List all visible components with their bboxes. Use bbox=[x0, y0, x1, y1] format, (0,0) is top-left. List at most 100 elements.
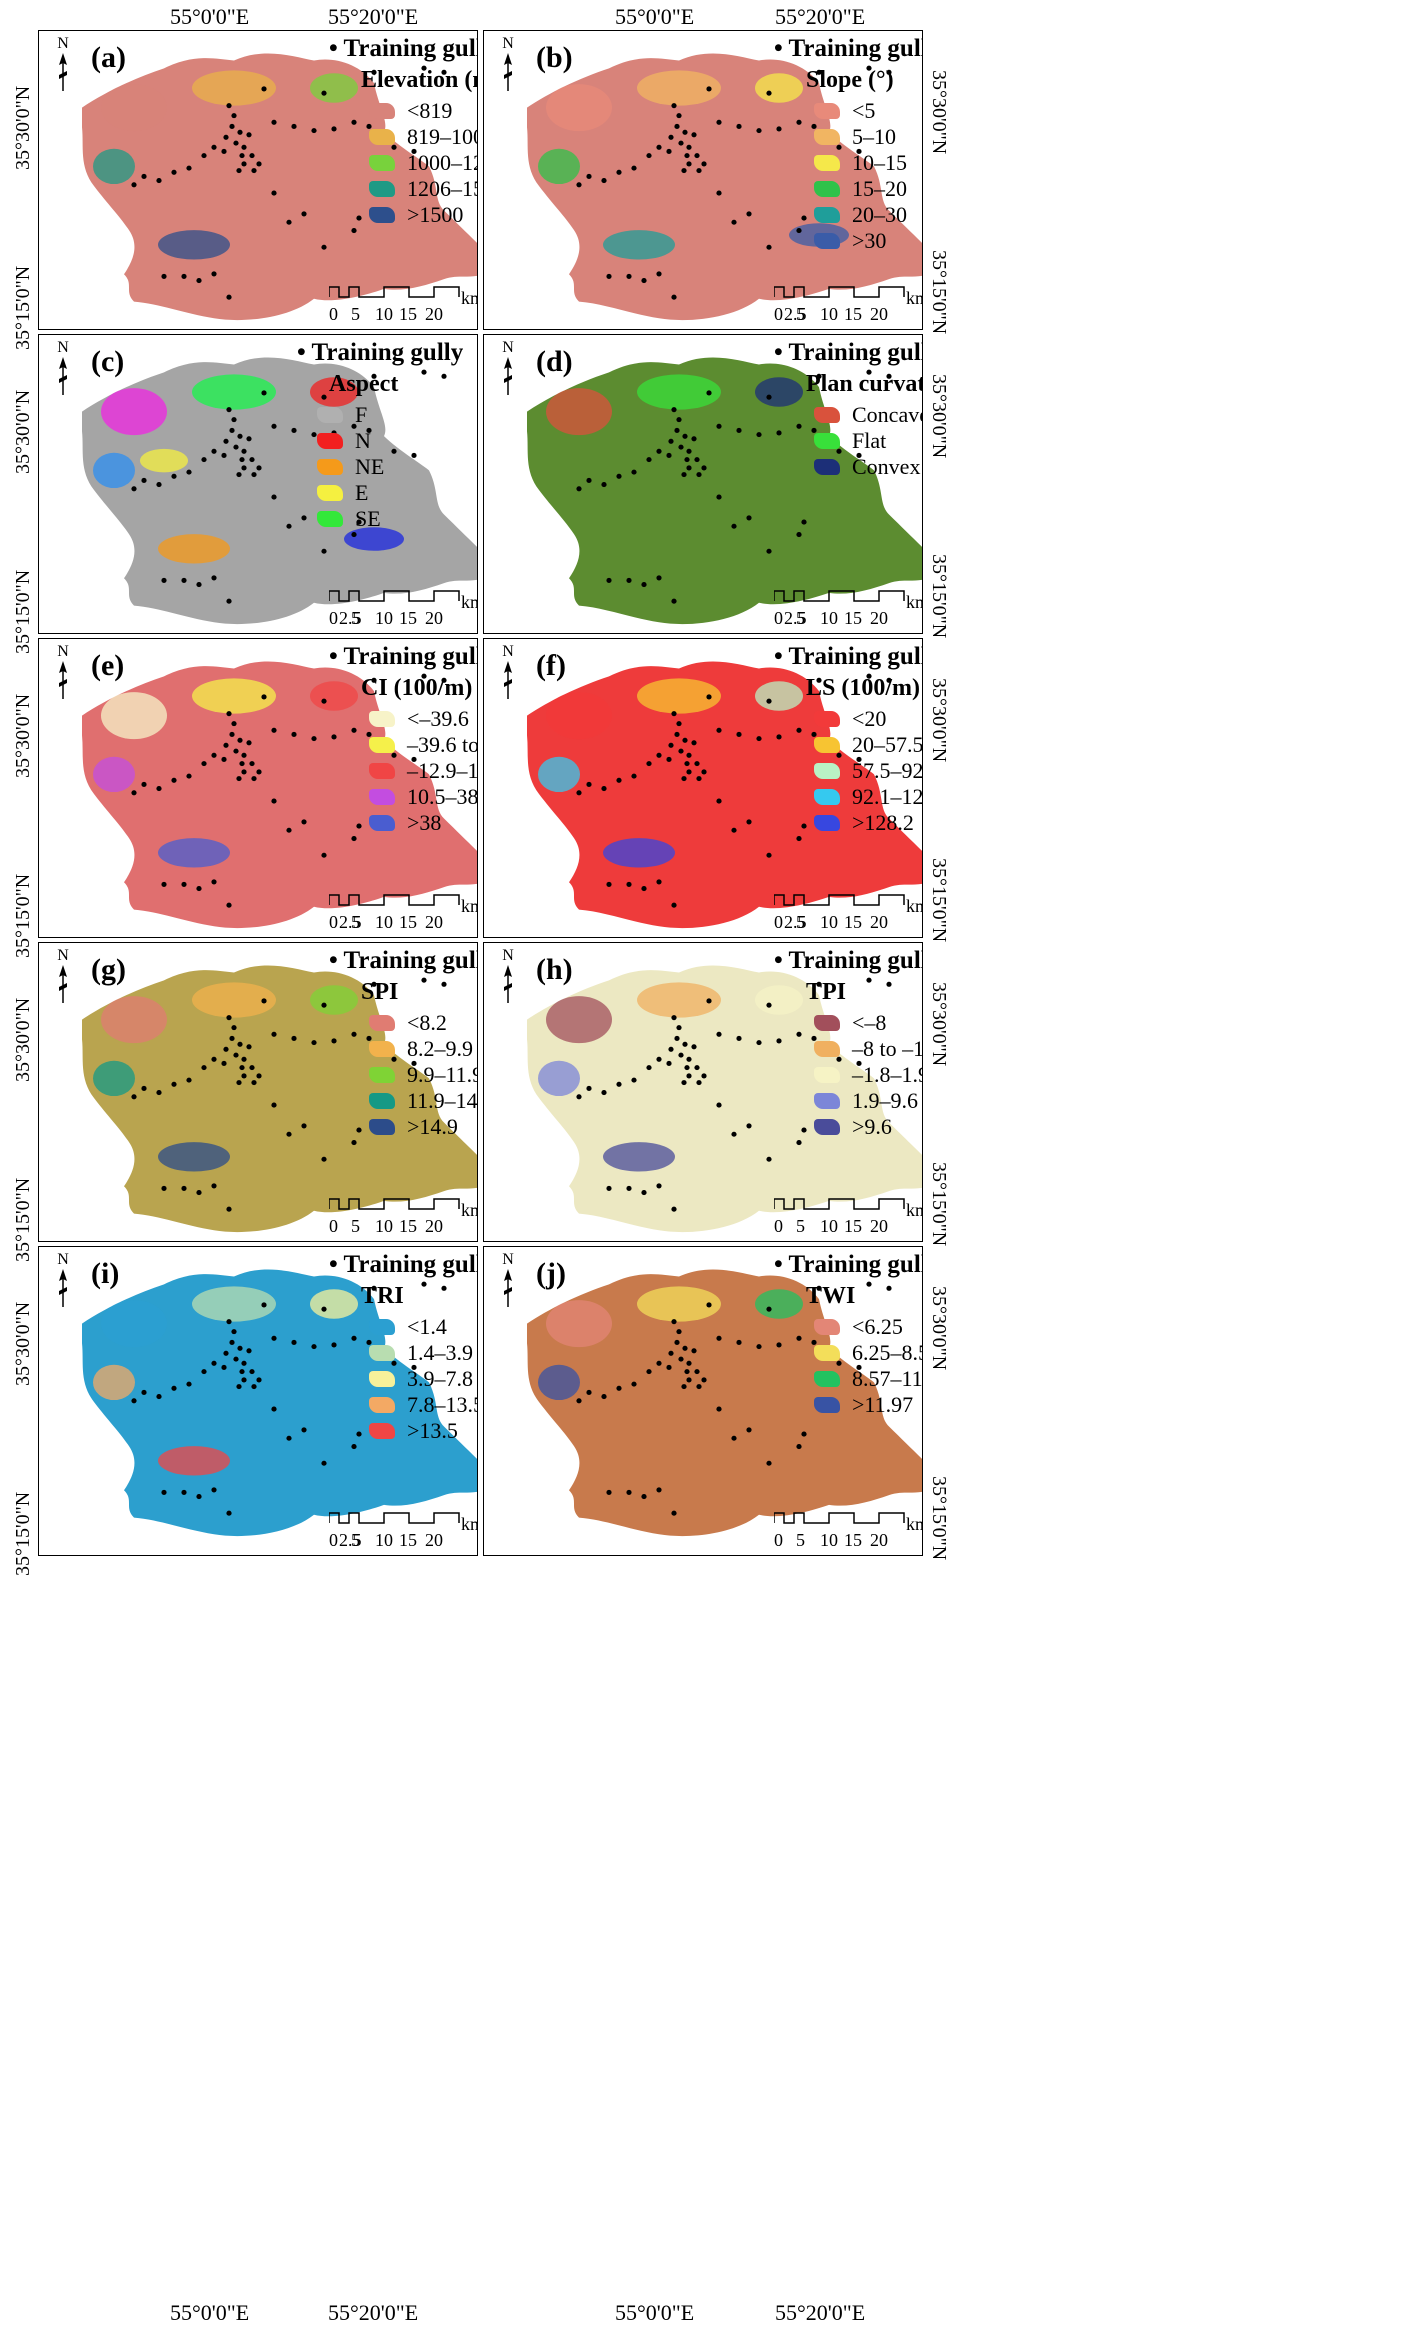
north-arrow-glyph bbox=[59, 357, 67, 395]
north-arrow-icon: N bbox=[51, 643, 75, 706]
class-patch bbox=[93, 1060, 135, 1097]
legend-swatch bbox=[369, 129, 395, 145]
scale-bar-graphic bbox=[328, 1512, 460, 1524]
gully-point bbox=[226, 1015, 232, 1021]
study-area-map bbox=[82, 965, 477, 1233]
scale-tick-label: 20 bbox=[425, 912, 443, 932]
legend-item: >128.2 bbox=[814, 810, 922, 836]
class-patch bbox=[538, 1060, 580, 1097]
gully-point bbox=[691, 1044, 697, 1050]
gully-point bbox=[866, 673, 872, 679]
gully-point bbox=[696, 1384, 702, 1390]
gully-point bbox=[366, 427, 372, 434]
legend-swatch bbox=[317, 433, 343, 449]
map-panel-a: (a) N • Training gully Elevation (m) <819819… bbox=[38, 30, 478, 330]
gully-point bbox=[736, 1035, 742, 1042]
gully-point bbox=[311, 432, 317, 438]
gully-point bbox=[746, 1123, 752, 1129]
gully-point bbox=[606, 577, 612, 583]
lat-label: 35°15'0"N bbox=[928, 250, 950, 335]
gully-point bbox=[246, 132, 252, 138]
legend-title: Aspect bbox=[329, 371, 399, 397]
gully-point bbox=[301, 819, 307, 825]
scale-tick-label: 5 bbox=[351, 912, 360, 932]
gully-point bbox=[421, 65, 427, 71]
gully-point bbox=[261, 998, 267, 1004]
gully-point bbox=[766, 1156, 772, 1162]
gully-point bbox=[776, 734, 782, 740]
scale-bar-graphic bbox=[773, 1512, 905, 1524]
legend-swatch bbox=[369, 1371, 395, 1387]
legend-swatch bbox=[477, 407, 478, 423]
class-patch bbox=[192, 982, 276, 1018]
legend-title: CI (100/m) bbox=[361, 675, 473, 701]
gully-point bbox=[391, 448, 397, 454]
gully-point bbox=[226, 1319, 232, 1325]
north-arrow-glyph bbox=[59, 661, 67, 699]
gully-point bbox=[351, 1140, 357, 1146]
panel-label: (a) bbox=[91, 41, 126, 74]
gully-point bbox=[356, 1127, 362, 1133]
scale-bar-graphic bbox=[328, 590, 460, 602]
gully-point bbox=[796, 1444, 802, 1450]
gully-point bbox=[131, 1094, 137, 1100]
gully-point bbox=[311, 1344, 317, 1350]
gully-point bbox=[606, 881, 612, 887]
legend-item: SE bbox=[317, 506, 477, 532]
panel-label: (c) bbox=[91, 345, 125, 378]
legend-swatch bbox=[814, 711, 840, 727]
scale-tick-label: 20 bbox=[870, 608, 888, 628]
gully-point bbox=[286, 523, 292, 529]
class-patch bbox=[192, 70, 276, 106]
gully-point bbox=[601, 1090, 607, 1096]
gully-point bbox=[421, 673, 427, 679]
scale-tick-label: 20 bbox=[870, 1216, 888, 1236]
gully-point bbox=[301, 1123, 307, 1129]
legend-item-label: >38 bbox=[407, 810, 442, 835]
study-area-map bbox=[82, 1269, 477, 1537]
gully-point bbox=[241, 465, 247, 471]
lat-label: 35°15'0"N bbox=[928, 1162, 950, 1247]
gully-point bbox=[671, 1319, 677, 1325]
legend-item-label: 1.9–9.6 bbox=[852, 1088, 918, 1113]
gully-point bbox=[221, 756, 227, 763]
lat-label: 35°15'0"N bbox=[12, 1177, 34, 1262]
gully-point bbox=[691, 436, 697, 442]
gully-point bbox=[671, 1206, 677, 1212]
legend-swatch bbox=[369, 737, 395, 753]
scale-tick-label: 0 bbox=[774, 1216, 783, 1236]
gully-point bbox=[246, 1348, 252, 1354]
scale-tick-label: 15 bbox=[844, 1530, 862, 1550]
scale-tick-label: 5 bbox=[796, 1530, 805, 1550]
gully-point bbox=[586, 1085, 592, 1091]
gully-point bbox=[686, 448, 692, 454]
gully-point bbox=[186, 1077, 192, 1083]
gully-point bbox=[682, 129, 688, 135]
legend-swatch bbox=[814, 1119, 840, 1135]
panel-label: (d) bbox=[536, 345, 573, 378]
legend-swatch bbox=[814, 407, 840, 423]
legend-item: –1.8–1.9 bbox=[814, 1062, 922, 1088]
scale-tick-label: 0 bbox=[774, 304, 783, 324]
legend-item: <8.2 bbox=[369, 1010, 477, 1036]
lat-label: 35°30'0"N bbox=[12, 997, 34, 1082]
gully-point bbox=[756, 432, 762, 438]
legend-item: 5–10 bbox=[814, 124, 922, 150]
gully-point bbox=[181, 577, 187, 583]
gully-point bbox=[411, 452, 417, 459]
gully-point bbox=[249, 761, 255, 767]
legend-swatch bbox=[317, 511, 343, 527]
gully-point bbox=[256, 465, 262, 471]
scale-unit: km bbox=[461, 1514, 477, 1534]
gully-point bbox=[321, 698, 327, 704]
gully-point bbox=[321, 90, 327, 96]
class-patch bbox=[310, 681, 358, 711]
north-arrow-icon: N bbox=[51, 339, 75, 402]
legend-item-label: 57.5–92.1 bbox=[852, 758, 923, 783]
gully-point bbox=[223, 1046, 229, 1052]
gully-point bbox=[776, 430, 782, 436]
scale-unit: km bbox=[461, 592, 477, 612]
gully-point bbox=[766, 852, 772, 858]
gully-point bbox=[271, 119, 277, 125]
legend-item-label: 5–10 bbox=[852, 124, 896, 149]
